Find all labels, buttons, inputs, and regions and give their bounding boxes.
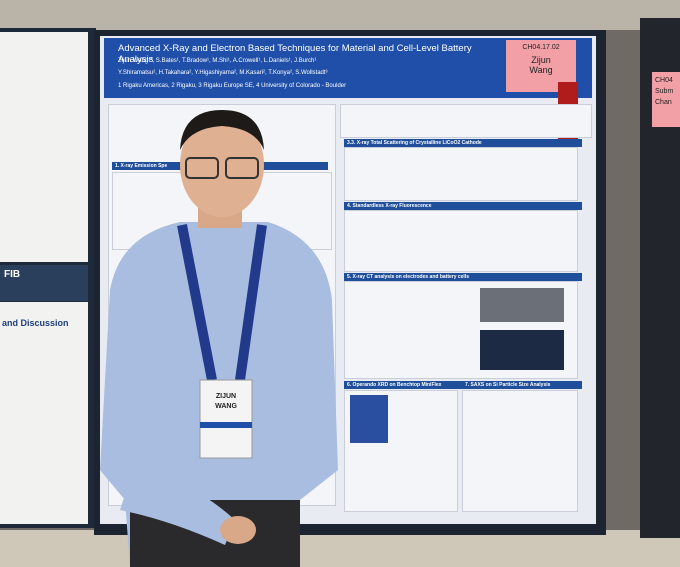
- badge-stripe: [200, 422, 252, 428]
- tag-name: Zijun: [531, 55, 551, 65]
- badge-name: WANG: [215, 403, 237, 410]
- tag-code: CH04.17.02: [522, 44, 560, 51]
- authors: Zijun Wang¹*, S.Bates¹, T.Bradow¹, M.Shi…: [118, 58, 317, 64]
- ct-image: [480, 288, 564, 322]
- left-heading: FIB: [0, 265, 88, 301]
- lanyard: [177, 224, 267, 381]
- section-heading: 4. Standardless X-ray Fluorescence: [344, 202, 582, 210]
- glasses: [185, 157, 219, 179]
- figure-panel: [344, 210, 578, 272]
- hand: [220, 516, 256, 544]
- right-tag-line: Subm: [655, 88, 674, 95]
- section-heading: 7. SAXS on Si Particle Size Analysis: [462, 381, 582, 389]
- xrd-map: [350, 395, 388, 443]
- right-tag-code: CH04: [655, 77, 673, 84]
- figure-panel: [462, 390, 578, 512]
- glasses: [225, 157, 259, 179]
- badge-name: ZIJUN: [216, 393, 236, 400]
- left-section-heading: and Discussion: [2, 318, 69, 328]
- ceiling: [0, 0, 680, 30]
- face: [180, 113, 264, 217]
- section-heading: 5. X-ray CT analysis on electrodes and b…: [344, 273, 582, 281]
- section-heading: 3.3. X-ray Total Scattering of Crystalli…: [344, 139, 582, 147]
- left-poster-bottom: [0, 302, 88, 524]
- poster-title: Advanced X-Ray and Electron Based Techni…: [118, 43, 472, 65]
- affiliations: 1 Rigaku Americas, 2 Rigaku, 3 Rigaku Eu…: [118, 83, 347, 89]
- authors: Y.Shiramatsu², H.Takahara², Y.Higashiyam…: [118, 70, 328, 76]
- tag-name: Wang: [529, 65, 553, 75]
- instrument-row: [340, 104, 592, 138]
- section-heading: 6. Operando XRD on Benchtop MiniFlex: [344, 381, 462, 389]
- arm: [120, 478, 235, 545]
- left-poster-top: [0, 32, 88, 262]
- badge-card: [199, 379, 253, 459]
- figure-panel: [344, 147, 578, 201]
- right-tag-line: Chan: [655, 99, 672, 106]
- right-tag: CH04 Subm Chan: [652, 72, 680, 127]
- floor: [0, 530, 680, 567]
- hair: [180, 110, 264, 150]
- ct-image: [480, 330, 564, 370]
